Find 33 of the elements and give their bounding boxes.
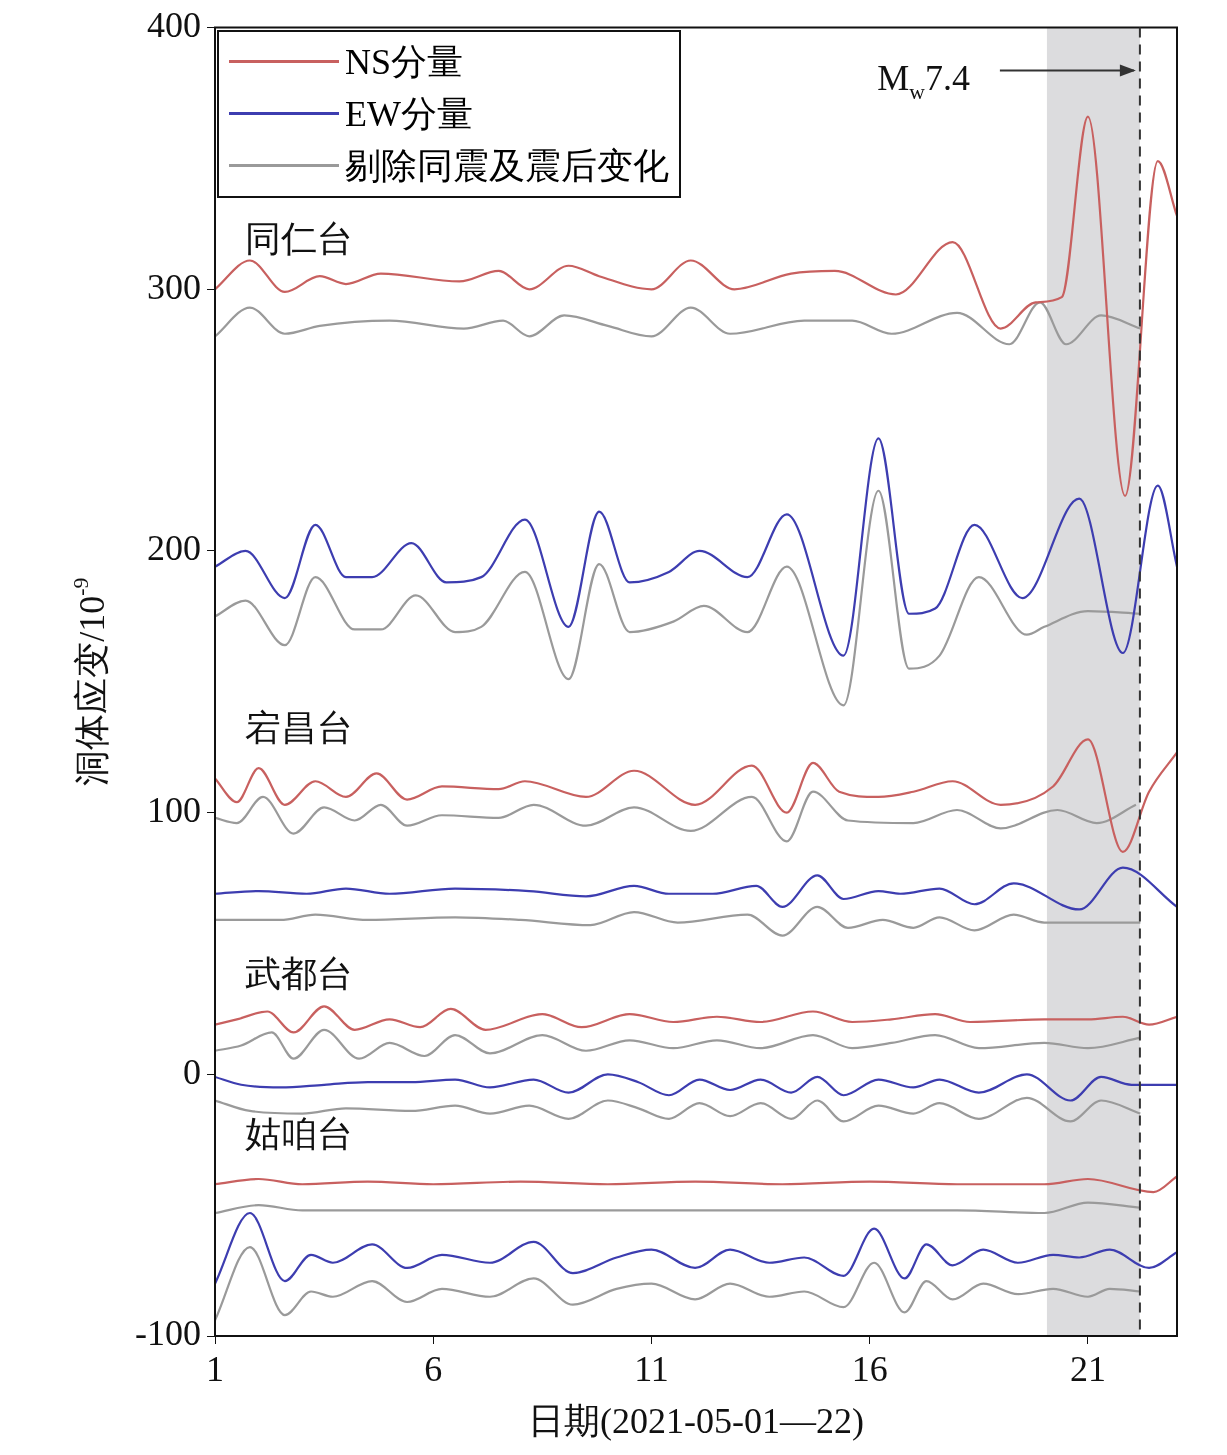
- annotation: 宕昌台: [245, 708, 353, 749]
- line-series: [215, 1211, 1177, 1285]
- line-series: [215, 1175, 1177, 1194]
- x-tick-label: 1: [206, 1349, 224, 1390]
- line-series: [215, 1245, 1142, 1322]
- y-tick-label: 200: [147, 528, 201, 569]
- line-series: [215, 301, 1142, 346]
- line-series: [215, 905, 1142, 937]
- line-series: [215, 790, 1138, 843]
- x-axis-title: 日期(2021-05-01—22): [528, 1401, 864, 1442]
- line-series: [215, 1073, 1177, 1102]
- line-series: [215, 1028, 1142, 1060]
- legend-label: EW分量: [345, 92, 473, 136]
- y-axis-title: 洞体应变/10-9: [69, 577, 113, 786]
- legend-label: NS分量: [345, 40, 464, 84]
- x-tick-label: 16: [851, 1349, 888, 1390]
- line-series: [215, 489, 1142, 707]
- annotation: 武都台: [245, 954, 353, 995]
- annotation: 同仁台: [245, 218, 353, 259]
- line-series: [215, 1005, 1177, 1034]
- y-tick-label: -100: [135, 1313, 201, 1354]
- line-series: [215, 1201, 1142, 1215]
- y-tick-label: 0: [183, 1051, 201, 1092]
- y-tick-label: 300: [147, 266, 201, 307]
- line-series: [215, 437, 1177, 657]
- x-tick-label: 11: [634, 1349, 669, 1390]
- x-tick-label: 6: [424, 1349, 443, 1390]
- y-tick-label: 100: [147, 790, 201, 831]
- y-tick-label: 400: [147, 5, 201, 46]
- annotation: 姑咱台: [245, 1113, 353, 1154]
- legend-label: 剔除同震及震后变化: [345, 144, 669, 188]
- x-tick-label: 21: [1069, 1349, 1106, 1390]
- line-series: [215, 866, 1177, 911]
